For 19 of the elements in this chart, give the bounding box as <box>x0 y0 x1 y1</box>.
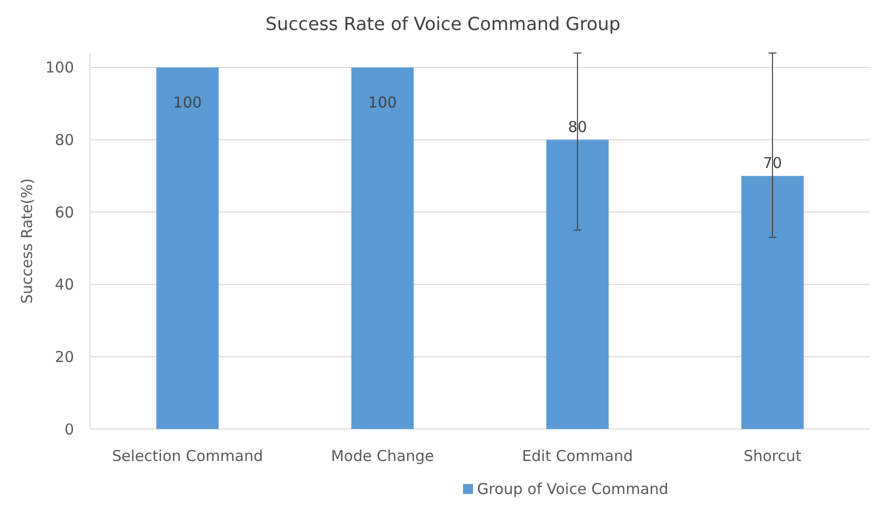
x-tick-label: Selection Command <box>112 447 263 465</box>
y-tick-label: 40 <box>54 276 74 294</box>
y-tick-label: 80 <box>54 131 74 150</box>
chart-title: Success Rate of Voice Command Group <box>266 14 620 35</box>
data-label: 100 <box>173 93 202 112</box>
y-tick-label: 60 <box>54 203 74 222</box>
legend-label: Group of Voice Command <box>477 480 668 498</box>
bar <box>741 176 804 429</box>
y-tick-label: 20 <box>54 348 74 366</box>
y-tick-label: 0 <box>64 420 74 438</box>
y-tick-label: 100 <box>45 58 74 77</box>
y-axis-title: Success Rate(%) <box>18 178 36 304</box>
x-tick-label: Mode Change <box>330 447 434 465</box>
x-tick-label: Edit Command <box>522 447 633 465</box>
x-tick-label: Shorcut <box>744 447 802 465</box>
bar <box>351 67 414 429</box>
data-label: 100 <box>368 93 397 112</box>
bar <box>156 67 219 429</box>
bar <box>546 140 609 429</box>
